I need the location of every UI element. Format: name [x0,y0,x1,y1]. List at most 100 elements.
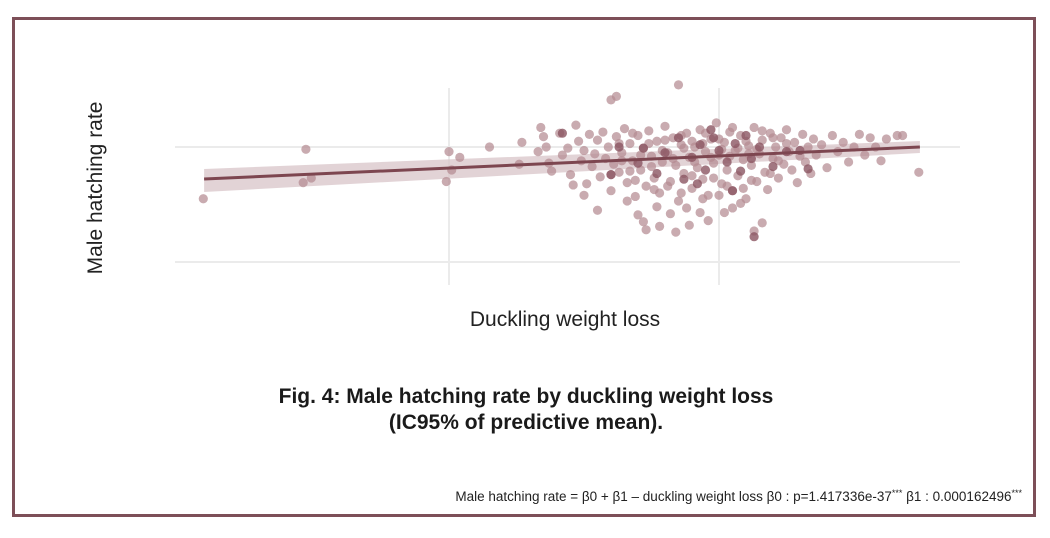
data-point [660,135,670,145]
data-point [817,140,827,150]
data-point [773,156,784,166]
data-point [714,190,724,200]
data-point [533,147,543,157]
data-point [790,137,800,147]
data-point [641,225,651,235]
significance-stars: *** [891,488,903,498]
data-point [808,134,819,144]
figure-frame [12,17,1036,517]
data-point [673,196,684,206]
data-point [673,133,684,143]
data-point [746,153,757,164]
data-point [638,217,649,227]
data-point [914,167,924,177]
data-point [700,147,711,157]
data-point [773,173,784,183]
data-point [727,203,738,213]
data-point [198,194,208,204]
data-point [673,80,684,90]
data-point [741,130,751,141]
data-point [660,148,670,158]
data-point [687,136,697,146]
data-point [614,142,624,152]
data-point [898,130,908,141]
data-point [838,137,848,147]
points [198,80,924,242]
data-point [614,167,624,177]
data-point [754,142,765,152]
data-point [611,132,622,142]
data-point [541,142,551,152]
data-point [484,142,495,152]
data-point [692,179,703,189]
data-point [787,165,797,175]
data-point [736,198,746,208]
data-point [590,149,600,159]
data-point [557,150,568,160]
data-point [625,166,635,176]
data-point [517,137,527,147]
data-point [592,205,603,215]
data-point [800,157,811,167]
data-point [736,166,746,176]
figure-title: Fig. 4: Male hatching rate by duckling w… [279,384,774,436]
data-point [730,138,740,149]
data-point [719,207,730,218]
data-point [606,170,616,180]
x-axis-label: Duckling weight loss [469,308,661,331]
data-point [854,129,865,139]
data-point [711,118,721,128]
data-point [557,128,568,138]
data-point [625,138,635,149]
data-point [722,157,732,167]
fit-line [204,145,920,181]
data-point [881,134,892,144]
data-point [579,190,589,200]
data-point [652,202,662,212]
data-point [803,164,813,174]
data-point [606,186,616,196]
data-point [301,144,311,154]
footnote-text-2: β1 : 0.000162496 [902,489,1012,504]
data-point [571,120,581,130]
data-point [860,150,870,160]
data-point [695,140,705,150]
data-point [709,133,719,143]
data-point [865,133,875,143]
data-point [619,124,630,134]
data-point [574,136,584,146]
subtitle-line: (IC95% of predictive mean). [388,411,664,434]
model-footnote: Male hatching rate = β0 + β1 – duckling … [455,488,1022,504]
confidence-band [204,141,920,192]
data-point [706,125,716,135]
data-point [665,209,676,219]
data-point [746,160,757,170]
data-point [441,176,451,187]
data-point [768,161,778,172]
data-point [663,181,673,191]
data-point [630,175,640,185]
data-point [771,142,781,152]
data-point [746,175,757,185]
data-point [687,171,697,181]
data-point [611,91,622,101]
data-point [763,184,773,195]
data-point [876,156,886,166]
data-point [827,130,838,141]
data-point [641,181,651,191]
data-point [630,191,640,202]
data-point [655,221,665,231]
data-point [444,147,454,157]
data-point [636,165,646,175]
data-point [695,207,705,218]
data-point [565,170,576,180]
data-point [644,126,654,136]
data-point [646,161,657,172]
data-point [738,155,748,165]
data-point [684,220,694,230]
data-point [547,166,557,176]
footnote-text: Male hatching rate = β0 + β1 – duckling … [455,489,892,504]
data-point [671,227,681,237]
data-point [749,232,759,242]
